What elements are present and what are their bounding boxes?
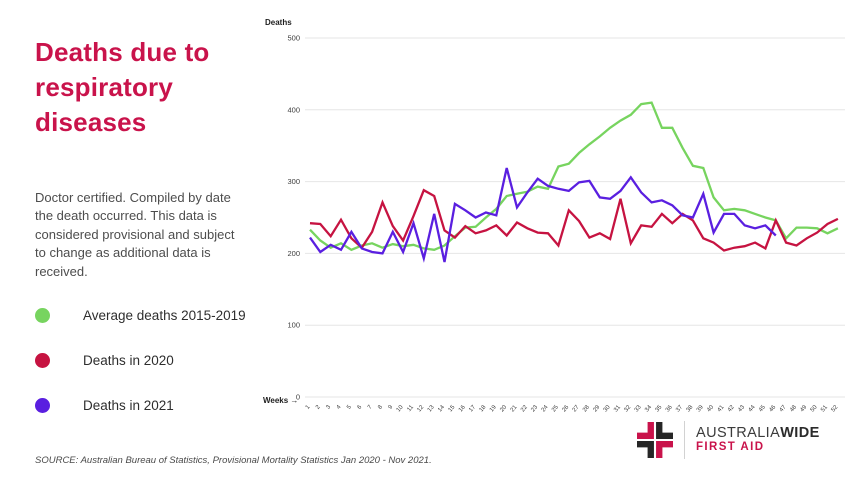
x-axis-title: Weeks → (263, 396, 298, 405)
series-line-deaths-in-2020 (309, 188, 839, 252)
legend-item-2020: Deaths in 2020 (35, 353, 246, 368)
x-tick-label: 9 (388, 404, 395, 411)
x-tick-label: 26 (561, 404, 570, 413)
x-tick-label: 51 (820, 404, 829, 413)
x-tick-label: 27 (572, 404, 581, 413)
brand-subtitle: FIRST AID (696, 441, 765, 454)
x-tick-label: 22 (520, 404, 529, 413)
x-tick-label: 16 (458, 404, 467, 413)
x-tick-label: 36 (665, 404, 674, 413)
series-line-average-deaths-2015-2019 (309, 101, 839, 252)
x-tick-label: 48 (789, 404, 798, 413)
x-tick-label: 19 (489, 404, 498, 413)
x-tick-label: 50 (810, 404, 819, 413)
y-tick-label: 300 (287, 177, 300, 186)
y-tick-label: 400 (287, 105, 300, 114)
page-title: Deaths due to respiratory diseases (35, 37, 210, 137)
x-tick-label: 47 (779, 404, 788, 413)
x-tick-label: 13 (427, 404, 436, 413)
x-tick-label: 2 (315, 404, 322, 411)
x-tick-label: 12 (416, 404, 425, 413)
x-tick-label: 35 (655, 404, 664, 413)
x-tick-label: 11 (406, 404, 415, 413)
legend-item-2021: Deaths in 2021 (35, 398, 246, 413)
x-tick-label: 8 (377, 404, 384, 411)
x-tick-label: 44 (748, 404, 757, 413)
x-tick-label: 41 (717, 404, 726, 413)
x-tick-label: 43 (737, 404, 746, 413)
x-tick-label: 38 (686, 404, 695, 413)
x-tick-label: 4 (336, 404, 343, 411)
legend-label: Deaths in 2020 (83, 353, 174, 368)
x-tick-label: 39 (696, 404, 705, 413)
x-tick-label: 32 (623, 404, 632, 413)
line-chart: Deaths Weeks → 0 100 200 300 400 500 1 2 3 4 5 6 7 8 9… (255, 10, 851, 428)
y-axis-title: Deaths (265, 18, 292, 27)
legend-label: Average deaths 2015-2019 (83, 308, 246, 323)
logo-cross-icon (637, 422, 673, 458)
legend-label: Deaths in 2021 (83, 398, 174, 413)
brand-text: AUSTRALIAWIDE FIRST AID (696, 425, 820, 455)
chart-legend: Average deaths 2015-2019 Deaths in 2020 … (35, 308, 246, 443)
x-tick-label: 29 (592, 404, 601, 413)
brand-name: AUSTRALIAWIDE (696, 425, 820, 442)
y-tick-label: 100 (287, 321, 300, 330)
brand-name-main: AUSTRALIA (696, 424, 781, 441)
x-tick-label: 23 (530, 404, 539, 413)
x-tick-label: 6 (357, 404, 364, 411)
x-tick-label: 15 (448, 404, 457, 413)
legend-item-average: Average deaths 2015-2019 (35, 308, 246, 323)
x-tick-label: 28 (582, 404, 591, 413)
x-tick-label: 46 (768, 404, 777, 413)
x-tick-label: 14 (437, 404, 446, 413)
legend-dot-purple-icon (35, 398, 50, 413)
y-tick-label: 200 (287, 249, 300, 258)
source-citation: SOURCE: Australian Bureau of Statistics,… (35, 455, 432, 466)
x-tick-label: 34 (644, 404, 653, 413)
logo-divider (684, 421, 685, 459)
x-tick-label: 42 (727, 404, 736, 413)
x-tick-label: 25 (551, 404, 560, 413)
x-tick-label: 1 (305, 404, 312, 411)
x-tick-label: 37 (675, 404, 684, 413)
description-text: Doctor certified. Compiled by date the d… (35, 190, 235, 279)
x-tick-label: 33 (634, 404, 643, 413)
x-tick-label: 7 (367, 404, 374, 411)
x-tick-label: 3 (325, 404, 332, 411)
y-tick-label: 500 (287, 34, 300, 43)
x-tick-label: 20 (499, 404, 508, 413)
x-tick-label: 49 (799, 404, 808, 413)
brand-name-bold: WIDE (780, 424, 820, 441)
x-tick-label: 17 (468, 404, 477, 413)
x-tick-label: 18 (479, 404, 488, 413)
y-tick-label: 0 (296, 393, 300, 402)
x-tick-label: 24 (541, 404, 550, 413)
x-tick-label: 40 (706, 404, 715, 413)
x-tick-label: 21 (510, 404, 519, 413)
legend-dot-green-icon (35, 308, 50, 323)
x-tick-label: 30 (603, 404, 612, 413)
x-tick-label: 10 (396, 404, 405, 413)
x-tick-label: 52 (831, 404, 840, 413)
legend-dot-crimson-icon (35, 353, 50, 368)
x-tick-label: 5 (346, 404, 353, 411)
series-line-deaths-in-2021 (309, 167, 777, 263)
x-tick-label: 45 (758, 404, 767, 413)
brand-logo: AUSTRALIAWIDE FIRST AID (637, 421, 820, 459)
x-tick-label: 31 (613, 404, 622, 413)
